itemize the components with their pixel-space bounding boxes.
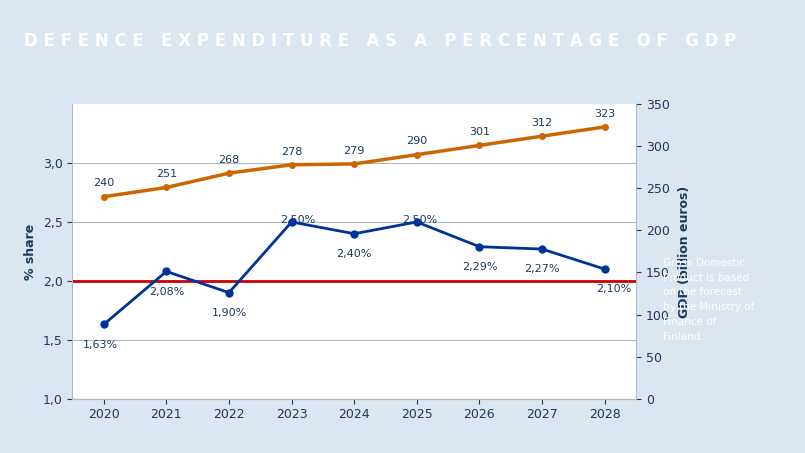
Text: 2,10%: 2,10% xyxy=(597,284,632,294)
Text: 2,40%: 2,40% xyxy=(336,249,372,259)
Text: D E F E N C E   E X P E N D I T U R E   A S   A   P E R C E N T A G E   O F   G : D E F E N C E E X P E N D I T U R E A S … xyxy=(24,32,737,50)
Text: Gross Domestic
Product is based
on the forecast
by the Ministry of
Finance of
Fi: Gross Domestic Product is based on the f… xyxy=(663,258,754,342)
Text: 312: 312 xyxy=(531,118,552,128)
Text: 278: 278 xyxy=(281,146,302,157)
Y-axis label: GDP (billion euros): GDP (billion euros) xyxy=(678,185,691,318)
Text: 2,08%: 2,08% xyxy=(149,287,184,297)
Text: 268: 268 xyxy=(218,155,240,165)
Text: 2,29%: 2,29% xyxy=(462,262,497,272)
Text: 2,50%: 2,50% xyxy=(280,215,316,225)
Text: 290: 290 xyxy=(407,136,427,146)
Text: 2,50%: 2,50% xyxy=(402,215,438,225)
Text: 251: 251 xyxy=(156,169,177,179)
Y-axis label: % share: % share xyxy=(24,223,37,280)
Text: 1,90%: 1,90% xyxy=(212,308,246,318)
Text: 301: 301 xyxy=(469,127,490,137)
Text: 240: 240 xyxy=(93,178,114,188)
Text: 323: 323 xyxy=(594,109,615,119)
Text: 279: 279 xyxy=(344,146,365,156)
Text: 1,63%: 1,63% xyxy=(83,340,118,350)
Text: 2,27%: 2,27% xyxy=(524,265,559,275)
